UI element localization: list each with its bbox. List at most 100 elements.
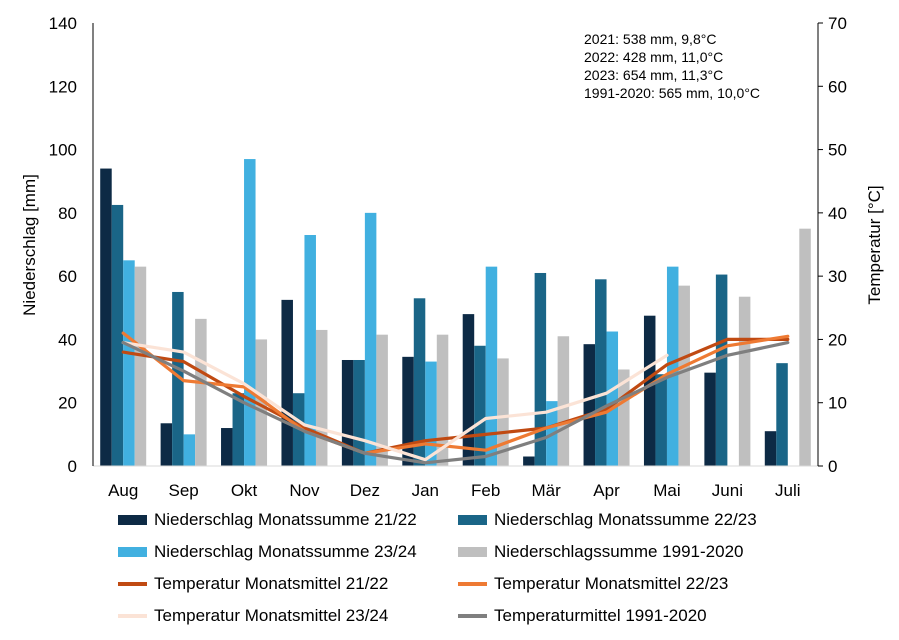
bar [678, 285, 690, 466]
x-axis-ticks: Aug Sep Okt Nov Dez Jan Feb Mär Apr Mai Juni Juli [108, 481, 800, 500]
y-right-tick-label: 20 [828, 330, 847, 349]
legend-label: Temperatur Monatsmittel 21/22 [154, 574, 389, 593]
legend-item-line-21-22: Temperatur Monatsmittel 21/22 [118, 574, 458, 594]
legend-label: Niederschlag Monatssumme 21/22 [154, 510, 417, 529]
bar [304, 235, 316, 466]
bar [315, 329, 328, 466]
bar [738, 296, 751, 466]
climate-chart: 0 20 40 60 80 100 120 140 0 10 20 30 40 50 60 70 Aug Se… [20, 14, 884, 500]
bar [715, 274, 728, 466]
legend-item-bar-22-23: Niederschlag Monatssumme 22/23 [458, 510, 757, 530]
legend-item-line-23-24: Temperatur Monatsmittel 23/24 [118, 606, 458, 626]
series-line [121, 331, 790, 455]
x-tick-label: Apr [593, 481, 620, 500]
bar [281, 299, 293, 466]
series-line [121, 341, 669, 462]
bar [183, 434, 196, 466]
bar [704, 372, 716, 466]
legend-item-line-1991-2020: Temperaturmittel 1991-2020 [458, 606, 707, 626]
x-tick-label: Jan [412, 481, 439, 500]
legend-swatch [118, 547, 147, 557]
legend-label: Temperatur Monatsmittel 22/23 [494, 574, 729, 593]
summary-annotation: 2021: 538 mm, 9,8°C 2022: 428 mm, 11,0°C… [584, 31, 760, 101]
annotation-line: 2023: 654 mm, 11,3°C [584, 67, 723, 83]
legend-swatch [458, 515, 487, 525]
bar [764, 431, 777, 466]
bar [523, 456, 535, 466]
y-axis-left-title: Niederschlag [mm] [20, 174, 39, 316]
bar [534, 272, 547, 466]
legend-swatch [458, 614, 487, 618]
legend-swatch [458, 582, 487, 586]
bar [474, 345, 486, 466]
y-right-tick-label: 60 [828, 77, 847, 96]
bar [100, 168, 112, 467]
bar [776, 363, 788, 466]
y-axis-left-ticks: 0 20 40 60 80 100 120 140 [49, 14, 77, 476]
x-tick-label: Juni [712, 481, 743, 500]
bar [244, 159, 256, 467]
bars-group [100, 159, 811, 467]
y-right-tick-label: 50 [828, 141, 847, 160]
bar [172, 291, 184, 466]
bar [255, 339, 268, 466]
bar [643, 315, 656, 466]
bar [799, 228, 811, 466]
annotation-line: 2022: 428 mm, 11,0°C [584, 49, 723, 65]
legend-label: Niederschlagssumme 1991-2020 [494, 542, 744, 561]
bar [655, 374, 667, 466]
legend-item-line-22-23: Temperatur Monatsmittel 22/23 [458, 574, 728, 594]
x-tick-label: Mai [653, 481, 680, 500]
y-right-tick-label: 70 [828, 14, 847, 33]
annotation-line: 2021: 538 mm, 9,8°C [584, 31, 716, 47]
legend-label: Niederschlag Monatssumme 23/24 [154, 542, 417, 561]
x-tick-label: Feb [471, 481, 500, 500]
annotation-line: 1991-2020: 565 mm, 10,0°C [584, 85, 760, 101]
legend-label: Temperatur Monatsmittel 23/24 [154, 606, 389, 625]
x-tick-label: Aug [108, 481, 138, 500]
bar [595, 279, 607, 466]
bar [425, 361, 437, 466]
y-axis-right-ticks: 0 10 20 30 40 50 60 70 [818, 14, 847, 476]
bar [436, 334, 449, 466]
y-left-tick-label: 40 [58, 330, 77, 349]
bar [485, 266, 498, 466]
y-left-tick-label: 120 [49, 77, 77, 96]
legend-item-bar-21-22: Niederschlag Monatssumme 21/22 [118, 510, 458, 530]
x-tick-label: Sep [169, 481, 199, 500]
bar [462, 314, 475, 466]
bar [111, 204, 124, 467]
bar [618, 369, 630, 466]
legend-label: Temperaturmittel 1991-2020 [494, 606, 707, 625]
y-left-tick-label: 0 [68, 457, 77, 476]
x-tick-label: Dez [350, 481, 380, 500]
bar [221, 428, 233, 466]
bar [402, 356, 414, 466]
x-tick-label: Mär [531, 481, 561, 500]
legend-item-bar-23-24: Niederschlag Monatssumme 23/24 [118, 542, 458, 562]
bar [606, 331, 619, 466]
bar [232, 393, 245, 466]
legend-item-bar-1991-2020: Niederschlagssumme 1991-2020 [458, 542, 743, 562]
legend-swatch [118, 614, 147, 618]
legend-swatch [118, 515, 147, 525]
legend-label: Niederschlag Monatssumme 22/23 [494, 510, 757, 529]
y-left-tick-label: 140 [49, 14, 77, 33]
bar [353, 359, 365, 466]
bar [123, 260, 135, 466]
x-tick-label: Okt [231, 481, 258, 500]
legend-swatch [458, 547, 487, 557]
y-axis-right-title: Temperatur [°C] [865, 185, 884, 304]
y-left-tick-label: 100 [49, 141, 77, 160]
bar [583, 344, 596, 466]
bar [666, 266, 679, 466]
bar [134, 266, 147, 466]
lines-group [121, 331, 790, 465]
y-right-tick-label: 10 [828, 394, 847, 413]
bar [195, 318, 207, 466]
y-right-tick-label: 0 [828, 457, 837, 476]
y-left-tick-label: 60 [58, 267, 77, 286]
bar [160, 423, 173, 466]
bar [376, 334, 388, 466]
bar [341, 359, 354, 466]
